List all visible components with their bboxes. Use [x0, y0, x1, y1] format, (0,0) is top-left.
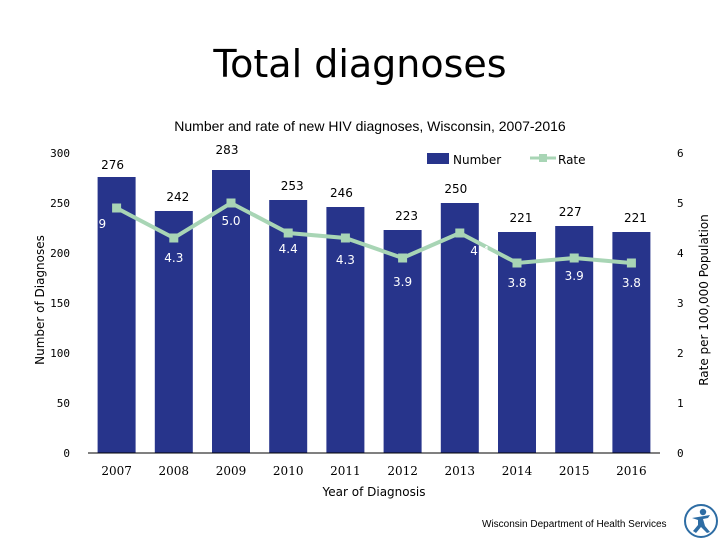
- bar-value-label: 221: [624, 211, 647, 225]
- rate-value-label: 4.9: [87, 217, 106, 231]
- y2-tick-label: 2: [677, 347, 684, 360]
- x-tick-label: 2011: [330, 464, 361, 478]
- y2-axis-title: Rate per 100,000 Population: [697, 214, 711, 386]
- rate-point-2015: [569, 253, 579, 263]
- rate-value-label: 4.3: [164, 251, 183, 265]
- y-tick-label: 300: [50, 147, 70, 160]
- x-tick-label: 2012: [387, 464, 418, 478]
- bar-2009: [212, 170, 250, 453]
- bar-2014: [498, 232, 536, 453]
- legend-number-swatch: [427, 153, 449, 164]
- x-tick-label: 2010: [273, 464, 304, 478]
- bar-2011: [326, 207, 365, 453]
- x-tick-label: 2009: [216, 464, 247, 478]
- legend-number-label: Number: [453, 153, 501, 167]
- legend-rate-marker: [539, 154, 547, 162]
- y2-tick-label: 5: [677, 197, 684, 210]
- bar-2010: [269, 200, 308, 453]
- rate-value-label: 4.3: [336, 253, 355, 267]
- rate-point-2008: [169, 233, 179, 243]
- x-tick-label: 2015: [559, 464, 590, 478]
- bar-2007: [97, 177, 136, 453]
- slide-title: Total diagnoses: [213, 42, 507, 86]
- footer-agency-name: Wisconsin Department of Health Services: [482, 519, 667, 530]
- bar-2015: [555, 226, 594, 453]
- y2-tick-label: 6: [677, 147, 684, 160]
- rate-point-2007: [112, 203, 122, 213]
- y2-tick-label: 0: [677, 447, 684, 460]
- rate-point-2012: [398, 253, 408, 263]
- y-tick-label: 0: [63, 447, 70, 460]
- y-tick-label: 250: [50, 197, 70, 210]
- rate-series-line: [115, 200, 632, 266]
- rate-value-label: 3.8: [622, 276, 641, 290]
- bar-value-label: 227: [559, 205, 582, 219]
- y2-tick-label: 4: [677, 247, 684, 260]
- y-axis-title: Number of Diagnoses: [33, 235, 47, 365]
- chart-title: Number and rate of new HIV diagnoses, Wi…: [174, 118, 566, 134]
- y-tick-label: 200: [50, 247, 70, 260]
- x-tick-label: 2007: [101, 464, 132, 478]
- rate-value-label: 3.8: [507, 276, 526, 290]
- chart-legend: Number Rate: [427, 153, 586, 167]
- bar-value-label: 276: [101, 158, 124, 172]
- legend-rate-label: Rate: [558, 153, 586, 167]
- rate-value-label: 5.0: [221, 214, 240, 228]
- bar-value-label: 250: [444, 182, 467, 196]
- bar-value-label: 283: [216, 143, 239, 157]
- rate-point-2010: [283, 228, 293, 238]
- bar-2013: [440, 203, 479, 453]
- rate-value-label: 3.9: [565, 269, 584, 283]
- bar-value-label: 246: [330, 186, 353, 200]
- x-tick-label: 2008: [159, 464, 190, 478]
- bar-value-label: 223: [395, 209, 418, 223]
- y2-tick-label: 1: [677, 397, 684, 410]
- dhs-person-logo-icon: [684, 504, 718, 538]
- bar-2012: [383, 230, 422, 453]
- x-tick-label: 2016: [616, 464, 647, 478]
- x-tick-label: 2014: [502, 464, 533, 478]
- y2-tick-label: 3: [677, 297, 684, 310]
- y-tick-label: 50: [57, 397, 70, 410]
- rate-point-2011: [340, 233, 350, 243]
- rate-value-label: 4.4: [279, 242, 298, 256]
- bar-value-label: 253: [281, 179, 304, 193]
- y-tick-label: 100: [50, 347, 70, 360]
- rate-point-2016: [626, 258, 636, 268]
- rate-value-label: 4.4: [470, 244, 489, 258]
- y-tick-label: 150: [50, 297, 70, 310]
- bar-2016: [612, 232, 651, 453]
- rate-value-label: 3.9: [393, 275, 412, 289]
- rate-point-2013: [455, 228, 465, 238]
- bar-value-label: 242: [166, 190, 189, 204]
- x-tick-label: 2013: [445, 464, 476, 478]
- rate-point-2014: [512, 258, 522, 268]
- rate-point-2009: [226, 198, 236, 208]
- bar-value-label: 221: [510, 211, 533, 225]
- x-axis-title: Year of Diagnosis: [322, 485, 426, 499]
- bar-2008: [154, 211, 193, 453]
